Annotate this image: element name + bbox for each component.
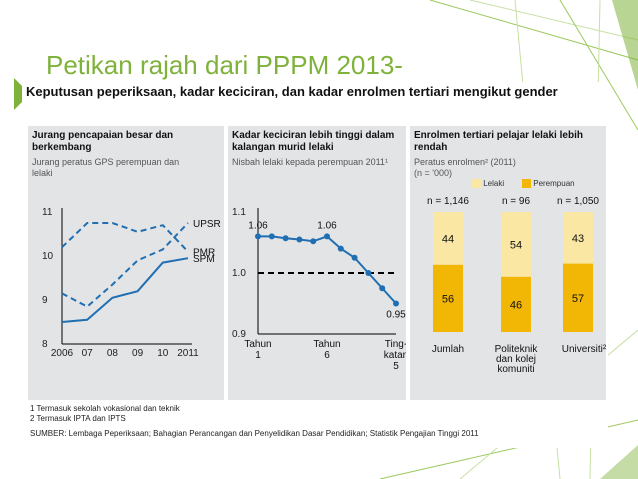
x-tick-label: 08 xyxy=(107,348,119,359)
x-tick-label: 2006 xyxy=(51,348,74,359)
data-label: 0.95 xyxy=(386,310,406,321)
y-tick-label: 9 xyxy=(42,295,48,306)
panel-gender-gap: Jurang pencapaian besar dan berkembang J… xyxy=(28,126,224,400)
bar-label-female: 46 xyxy=(510,299,522,311)
data-point xyxy=(268,233,275,240)
n-label: n = 96 xyxy=(502,196,531,207)
bar-label-male: 44 xyxy=(442,233,454,245)
series-line-upsr xyxy=(61,222,189,308)
series-label-upsr: UPSR xyxy=(193,219,221,230)
series-line-pmr xyxy=(61,222,189,253)
legend-male: Lelaki xyxy=(472,179,505,189)
y-tick-label: 10 xyxy=(42,251,54,262)
category-label: Politeknik xyxy=(495,344,539,355)
panel1-subtitle: Jurang peratus GPS perempuan dan lelaki xyxy=(32,157,180,178)
data-point xyxy=(296,236,303,243)
category-label: dan kolej xyxy=(496,354,536,365)
x-tick-label: 07 xyxy=(82,348,94,359)
slide-title: Petikan rajah dari PPPM 2013- xyxy=(46,50,403,80)
series-label-pmr: PMR xyxy=(193,248,215,259)
panel3-subtitle-line2: (n = '000) xyxy=(414,168,452,178)
data-point xyxy=(255,233,261,240)
panel3-subtitle-line1: Peratus enrolmen² (2011) xyxy=(414,157,516,167)
legend-female: Perempuan xyxy=(522,179,575,189)
data-point xyxy=(282,235,289,242)
dropout-ratio-line xyxy=(258,235,397,305)
x-category-label: Tahun xyxy=(313,339,340,350)
bar-label-male: 54 xyxy=(510,239,522,251)
x-category-label: 6 xyxy=(324,350,330,361)
panel-dropout: Kadar keciciran lebih tinggi dalam kalan… xyxy=(228,126,406,400)
figure: Keputusan peperiksaan, kadar keciciran, … xyxy=(22,82,608,448)
data-label: 1.06 xyxy=(317,220,337,231)
data-point xyxy=(351,254,358,261)
x-tick-label: 09 xyxy=(132,348,144,359)
data-point xyxy=(365,270,372,276)
x-tick-label: 10 xyxy=(157,348,169,359)
bar-male xyxy=(563,212,593,264)
chart-dropout-ratio: 0.91.01.11.06 1.060.95Tahun1Tahun6Ting-ka… xyxy=(232,207,406,372)
footnote-2: 2 Termasuk IPTA dan IPTS xyxy=(30,414,126,423)
chart-gps-gap: 8 9 10 11 2006 07 08 09 10 2011 PMR UPSR SPM xyxy=(42,207,221,359)
bar-label-female: 56 xyxy=(442,293,454,305)
legend-female-label: Perempuan xyxy=(533,179,575,188)
y-tick-label: 1.0 xyxy=(232,268,246,279)
category-label: Jumlah xyxy=(432,344,464,355)
panel2-subtitle: Nisbah lelaki kepada perempuan 2011¹ xyxy=(232,157,388,167)
y-tick-label: 8 xyxy=(42,339,48,350)
data-point xyxy=(337,245,344,252)
y-tick-label: 1.1 xyxy=(232,207,246,218)
legend-male-swatch xyxy=(472,179,481,189)
category-label: komuniti xyxy=(497,364,534,375)
chart-tertiary-enrolment: 44 56 n = 1,146 Jumlah 54 46 n = 96 Politeknikd… xyxy=(427,196,606,375)
bar-male xyxy=(501,212,531,277)
n-label: n = 1,146 xyxy=(427,196,469,207)
x-category-label: 1 xyxy=(255,350,261,361)
panel-tertiary: Enrolmen tertiari pelajar lelaki lebih r… xyxy=(410,126,606,400)
bar-label-male: 43 xyxy=(572,233,584,245)
source-note: SUMBER: Lembaga Peperiksaan; Bahagian Pe… xyxy=(30,429,479,438)
legend-male-label: Lelaki xyxy=(483,179,505,188)
y-tick-label: 11 xyxy=(42,207,53,218)
x-category-label: Tahun xyxy=(244,339,271,350)
category-label: Universiti² xyxy=(562,344,606,355)
panel1-title: Jurang pencapaian besar dan berkembang xyxy=(32,130,174,153)
series-line-spm xyxy=(61,257,189,323)
data-point xyxy=(310,238,317,245)
figure-title: Keputusan peperiksaan, kadar keciciran, … xyxy=(26,84,558,99)
bar-male xyxy=(433,212,463,265)
data-label: 1.06 xyxy=(248,220,268,231)
n-label: n = 1,050 xyxy=(557,196,599,207)
bar-female xyxy=(433,264,463,332)
y-tick-label: 0.9 xyxy=(232,329,246,340)
x-category-label: katan xyxy=(384,350,406,361)
x-category-label: 5 xyxy=(393,361,399,372)
x-tick-label: 2011 xyxy=(177,348,199,359)
panel3-subtitle: Peratus enrolmen² (2011) (n = '000) xyxy=(414,157,584,179)
footnote-1: 1 Termasuk sekolah vokasional dan teknik xyxy=(30,404,180,413)
panel3-title: Enrolmen tertiari pelajar lelaki lebih r… xyxy=(414,130,583,153)
bar-label-female: 57 xyxy=(572,293,584,305)
data-point xyxy=(393,300,399,307)
series-label-spm: SPM xyxy=(193,254,215,265)
bar-female xyxy=(563,263,593,332)
data-point xyxy=(379,285,386,292)
panel2-title: Kadar keciciran lebih tinggi dalam kalan… xyxy=(232,130,395,153)
x-category-label: Ting- xyxy=(385,339,406,350)
legend-female-swatch xyxy=(522,179,531,189)
data-point xyxy=(324,233,330,240)
bar-female xyxy=(501,276,531,332)
